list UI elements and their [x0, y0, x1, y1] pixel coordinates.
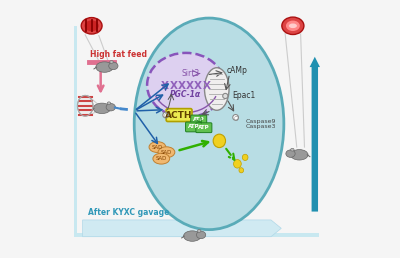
Ellipse shape [223, 93, 228, 99]
Ellipse shape [81, 18, 102, 34]
Ellipse shape [213, 134, 226, 148]
Ellipse shape [198, 230, 201, 232]
Text: ACTH: ACTH [165, 111, 193, 119]
Text: SAD: SAD [152, 144, 163, 150]
Text: ATP: ATP [198, 125, 210, 130]
Ellipse shape [286, 150, 295, 157]
FancyArrow shape [83, 220, 281, 237]
Text: X: X [194, 82, 202, 91]
Ellipse shape [78, 95, 93, 116]
Ellipse shape [163, 112, 168, 118]
Ellipse shape [134, 18, 284, 230]
Ellipse shape [96, 62, 113, 72]
Text: Epac1: Epac1 [232, 92, 256, 100]
Text: ATP: ATP [193, 117, 204, 123]
Text: High fat feed: High fat feed [90, 50, 147, 59]
Ellipse shape [153, 153, 170, 164]
Text: X: X [202, 82, 210, 91]
FancyBboxPatch shape [166, 109, 192, 122]
Ellipse shape [242, 154, 248, 160]
Text: ○: ○ [233, 115, 238, 120]
Ellipse shape [239, 168, 244, 173]
Text: Sirt3: Sirt3 [182, 69, 200, 78]
Ellipse shape [286, 21, 300, 31]
Ellipse shape [291, 148, 294, 151]
Ellipse shape [158, 147, 175, 158]
Ellipse shape [233, 115, 238, 120]
FancyBboxPatch shape [196, 123, 212, 133]
Text: Caspase3: Caspase3 [245, 124, 276, 130]
Text: After KYXC gavage: After KYXC gavage [88, 208, 169, 217]
Ellipse shape [282, 17, 304, 35]
Ellipse shape [291, 150, 308, 160]
FancyBboxPatch shape [74, 26, 78, 237]
Ellipse shape [93, 103, 111, 114]
Text: X: X [178, 82, 186, 91]
Ellipse shape [110, 61, 113, 63]
Text: SAD: SAD [161, 150, 172, 155]
Ellipse shape [84, 20, 99, 31]
FancyBboxPatch shape [191, 115, 207, 125]
Text: X: X [170, 82, 178, 91]
Ellipse shape [147, 53, 224, 117]
Text: Caspase9: Caspase9 [245, 119, 276, 124]
Text: PGC-1α: PGC-1α [170, 90, 201, 99]
Ellipse shape [109, 62, 118, 70]
Ellipse shape [107, 102, 111, 105]
Ellipse shape [184, 231, 201, 241]
Text: X: X [161, 82, 169, 91]
Text: ○: ○ [163, 112, 168, 118]
Ellipse shape [196, 231, 206, 239]
FancyArrow shape [310, 57, 320, 212]
Ellipse shape [204, 68, 229, 110]
Ellipse shape [106, 103, 116, 111]
Ellipse shape [149, 142, 166, 152]
FancyBboxPatch shape [186, 122, 202, 132]
FancyBboxPatch shape [74, 233, 319, 237]
Text: cAMp: cAMp [226, 66, 248, 75]
Ellipse shape [289, 23, 297, 28]
Ellipse shape [234, 159, 241, 168]
Text: X: X [186, 82, 194, 91]
Text: SAD: SAD [156, 156, 167, 161]
Text: ATP: ATP [188, 124, 199, 130]
